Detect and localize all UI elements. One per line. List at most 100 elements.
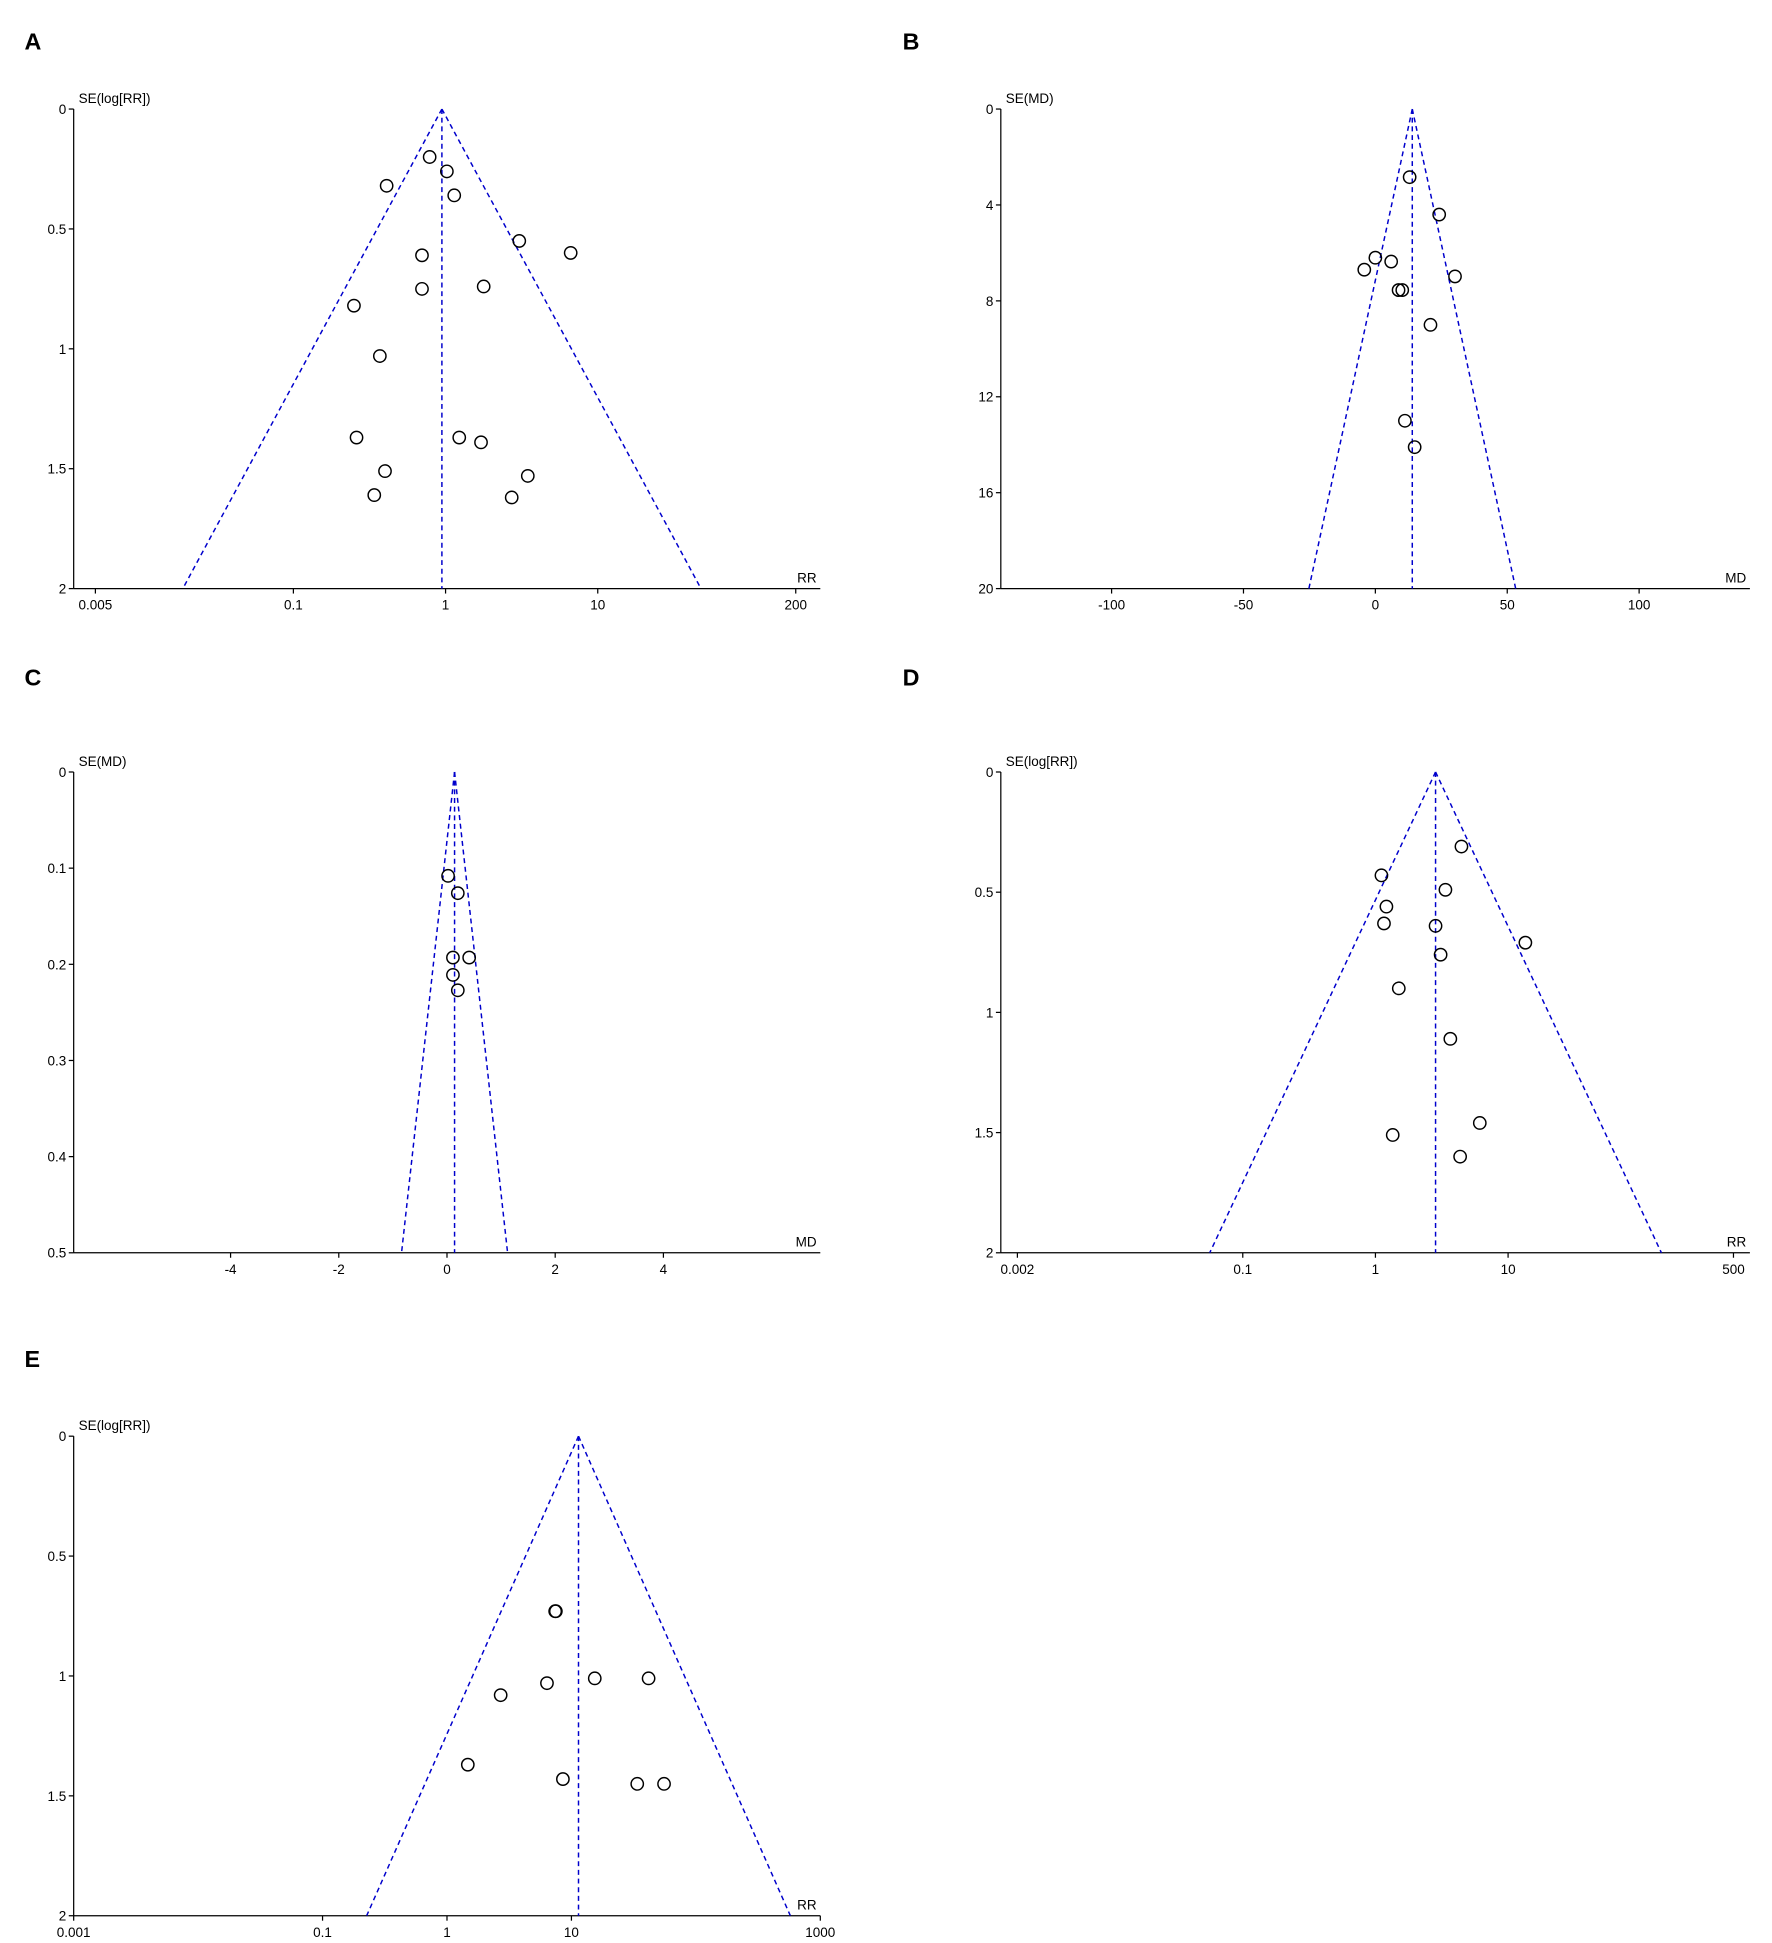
study-point: [1379, 899, 1394, 914]
study-point: [446, 967, 460, 982]
y-tick-label: 2: [986, 1246, 994, 1261]
study-point: [1423, 317, 1438, 332]
y-tick-label: 1: [59, 342, 67, 357]
funnel-left: [1209, 771, 1437, 1254]
study-point: [450, 983, 465, 998]
study-point: [493, 1688, 508, 1703]
study-point: [1453, 1149, 1468, 1164]
study-point: [520, 468, 535, 483]
x-tick-label: 1: [442, 598, 450, 613]
y-tick-label: 4: [986, 198, 994, 213]
y-tick-label: 1.5: [48, 1789, 67, 1804]
study-point: [1402, 170, 1417, 185]
study-point: [1472, 1116, 1487, 1130]
funnel-left: [1308, 108, 1414, 589]
study-point: [1428, 918, 1443, 933]
funnel-right: [1434, 771, 1663, 1254]
y-tick-label: 0.1: [48, 861, 67, 876]
x-tick-label: 500: [1722, 1262, 1745, 1277]
study-point: [1391, 283, 1406, 298]
study-point: [1448, 269, 1462, 284]
study-point: [440, 164, 454, 179]
y-tick-label: 16: [978, 486, 993, 501]
y-axis-label: SE(log[RR]): [1006, 754, 1078, 769]
y-tick-label: 0.2: [48, 957, 67, 972]
y-tick-label: 0: [59, 102, 67, 117]
study-point: [1398, 413, 1412, 428]
y-axis-label: SE(log[RR]): [79, 91, 151, 106]
study-point: [460, 1757, 475, 1772]
funnel-left: [182, 108, 443, 589]
funnel-right: [453, 771, 509, 1253]
y-tick-label: 1.5: [975, 1125, 994, 1140]
y-tick-label: 0: [986, 102, 994, 117]
x-tick-label: 1: [443, 1925, 451, 1940]
funnel-right: [577, 1435, 792, 1917]
study-point: [441, 868, 455, 883]
study-point: [1433, 947, 1448, 962]
study-point: [549, 1604, 563, 1619]
y-tick-label: 0.4: [48, 1150, 67, 1165]
x-tick-label: 0: [1372, 598, 1380, 613]
y-tick-label: 20: [978, 582, 993, 597]
x-tick-label: -50: [1234, 598, 1254, 613]
study-point: [372, 349, 387, 363]
x-tick-label: -4: [225, 1262, 237, 1277]
x-axis-label: MD: [796, 1235, 817, 1250]
funnel-left: [400, 771, 456, 1253]
study-point: [1368, 250, 1383, 265]
study-point: [641, 1671, 656, 1686]
study-point: [1377, 916, 1391, 931]
study-point: [630, 1776, 645, 1791]
x-tick-label: 2: [551, 1262, 559, 1277]
y-tick-label: 0.5: [975, 885, 994, 900]
y-tick-label: 0: [59, 765, 67, 780]
x-tick-label: 1: [1372, 1262, 1380, 1277]
study-point: [462, 950, 477, 965]
y-tick-label: 2: [59, 1909, 67, 1924]
x-tick-label: 200: [784, 598, 807, 613]
study-point: [476, 279, 491, 294]
y-axis-label: SE(MD): [79, 754, 127, 769]
study-point: [587, 1671, 602, 1686]
study-point: [657, 1776, 671, 1791]
x-tick-label: 1000: [805, 1925, 835, 1940]
y-axis-label: SE(MD): [1006, 91, 1054, 106]
x-tick-label: -100: [1098, 598, 1125, 613]
y-tick-label: 12: [978, 390, 993, 405]
x-tick-label: 10: [590, 598, 605, 613]
panel-label: D: [903, 664, 920, 690]
panel-label: C: [25, 664, 42, 690]
study-point: [1518, 935, 1533, 950]
study-point: [452, 430, 467, 445]
x-tick-label: 0.001: [57, 1925, 91, 1940]
study-point: [379, 178, 394, 193]
study-point: [540, 1676, 554, 1691]
x-tick-label: 10: [1501, 1262, 1516, 1277]
study-point: [367, 488, 382, 503]
x-tick-label: 100: [1628, 598, 1651, 613]
x-tick-label: 10: [564, 1925, 579, 1940]
study-point: [415, 281, 429, 296]
study-point: [378, 464, 392, 479]
y-tick-label: 0.5: [48, 222, 67, 237]
study-point: [512, 233, 527, 248]
y-tick-label: 0.5: [48, 1246, 67, 1261]
study-point: [563, 245, 578, 260]
study-point: [422, 150, 437, 164]
panel-label: A: [25, 28, 42, 54]
study-point: [447, 188, 462, 203]
y-tick-label: 0: [986, 765, 994, 780]
y-tick-label: 0.5: [48, 1549, 67, 1564]
y-tick-label: 1: [59, 1669, 67, 1684]
x-tick-label: 0.1: [313, 1925, 332, 1940]
study-point: [556, 1772, 570, 1787]
study-point: [1391, 981, 1406, 996]
study-point: [474, 435, 488, 450]
study-point: [446, 950, 460, 965]
study-point: [1384, 254, 1399, 269]
y-tick-label: 1: [986, 1005, 994, 1020]
study-point: [450, 886, 465, 901]
study-point: [1357, 262, 1372, 277]
